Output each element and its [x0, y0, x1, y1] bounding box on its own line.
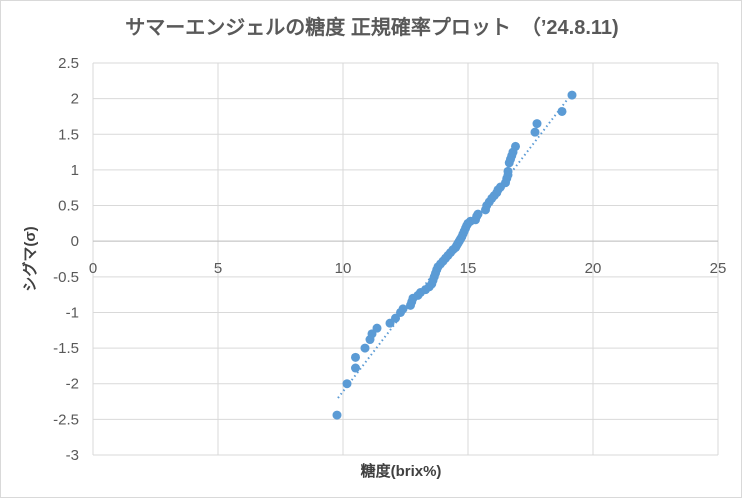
data-point	[530, 127, 540, 137]
y-tick-label: -0.5	[53, 269, 79, 286]
x-tick-label: 25	[710, 260, 727, 277]
data-point	[351, 352, 360, 362]
x-tick-label: 0	[89, 260, 97, 277]
y-tick-label: -1.5	[53, 340, 79, 357]
y-tick-label: 0.5	[58, 198, 79, 215]
y-tick-label: 1.5	[58, 126, 79, 143]
chart-title: サマーエンジェルの糖度 正規確率プロット （’24.8.11)	[125, 15, 618, 39]
data-point	[360, 343, 370, 353]
y-tick-label: -1	[66, 304, 79, 321]
data-point	[532, 119, 542, 129]
x-tick-label: 10	[335, 260, 352, 277]
y-axis-label: シグマ(σ)	[21, 226, 39, 291]
data-point	[342, 379, 352, 389]
data-point	[473, 209, 483, 219]
data-point	[557, 106, 567, 116]
x-tick-label: 20	[585, 260, 602, 277]
y-tick-label: -2.5	[53, 411, 79, 428]
y-tick-label: 2	[71, 91, 79, 108]
data-point	[511, 141, 520, 151]
y-tick-label: 2.5	[58, 55, 79, 72]
data-point	[332, 410, 342, 420]
y-tick-label: -3	[66, 447, 79, 464]
x-axis-label: 糖度(brix%)	[361, 462, 442, 480]
x-tick-label: 5	[214, 260, 222, 277]
y-tick-label: -2	[66, 376, 79, 393]
data-point	[398, 304, 408, 314]
data-point	[567, 90, 577, 100]
y-tick-label: 0	[71, 233, 79, 250]
y-tick-label: 1	[71, 162, 79, 179]
x-tick-label: 15	[460, 260, 477, 277]
data-point	[372, 323, 382, 333]
data-point	[503, 166, 513, 176]
data-point	[351, 363, 360, 373]
